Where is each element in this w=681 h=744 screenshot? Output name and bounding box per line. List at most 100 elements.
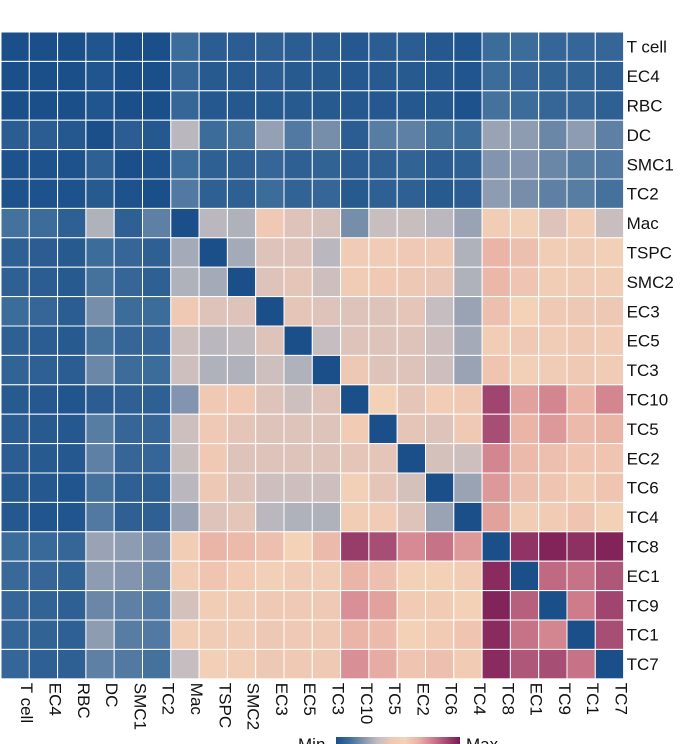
heatmap-cell bbox=[594, 296, 625, 327]
heatmap-cell bbox=[170, 413, 200, 445]
column-label: EC5 bbox=[300, 683, 319, 716]
heatmap-cell bbox=[340, 237, 370, 268]
heatmap-cell bbox=[113, 149, 143, 180]
heatmap-cell bbox=[481, 384, 511, 415]
heatmap-cell bbox=[453, 237, 483, 268]
heatmap-cell bbox=[28, 472, 59, 503]
heatmap-cell bbox=[396, 590, 427, 621]
heatmap-cell bbox=[0, 178, 30, 209]
heatmap-cell bbox=[113, 178, 143, 209]
heatmap-cell bbox=[311, 384, 342, 415]
heatmap-cell bbox=[198, 266, 228, 298]
row-label: TSPC bbox=[627, 244, 672, 263]
heatmap-cell bbox=[481, 178, 511, 209]
heatmap-cell bbox=[311, 237, 342, 268]
heatmap-cell bbox=[453, 560, 483, 592]
heatmap-cell bbox=[453, 60, 483, 92]
heatmap-cell bbox=[425, 413, 455, 445]
heatmap-cell bbox=[340, 149, 370, 180]
heatmap-cell bbox=[425, 384, 455, 415]
heatmap-cell bbox=[396, 207, 427, 239]
heatmap-cell bbox=[340, 384, 370, 415]
heatmap-cell bbox=[481, 413, 511, 445]
heatmap-cell bbox=[198, 90, 228, 121]
heatmap-cell bbox=[425, 354, 455, 386]
heatmap-cell bbox=[594, 237, 625, 268]
heatmap-cell bbox=[425, 60, 455, 92]
heatmap-cell bbox=[396, 619, 427, 650]
heatmap-cell bbox=[311, 90, 342, 121]
heatmap-cell bbox=[113, 31, 143, 62]
heatmap-cell bbox=[368, 149, 398, 180]
heatmap-cell bbox=[57, 90, 87, 121]
heatmap-cell bbox=[0, 560, 30, 592]
row-label: TC1 bbox=[627, 626, 659, 645]
column-label: T cell bbox=[17, 683, 36, 723]
heatmap-cell bbox=[170, 178, 200, 209]
heatmap-cell bbox=[170, 60, 200, 92]
heatmap-cell bbox=[85, 325, 115, 356]
heatmap-cell bbox=[425, 590, 455, 621]
heatmap-cell bbox=[481, 443, 511, 474]
heatmap-cell bbox=[198, 296, 228, 327]
heatmap-cell bbox=[255, 560, 285, 592]
heatmap-cell bbox=[566, 472, 596, 503]
heatmap-cell bbox=[0, 119, 30, 151]
heatmap-cell bbox=[566, 119, 596, 151]
heatmap-cell bbox=[0, 501, 30, 533]
heatmap-cell bbox=[509, 560, 540, 592]
heatmap-cell bbox=[481, 266, 511, 298]
heatmap-cell bbox=[170, 619, 200, 650]
heatmap-cell bbox=[113, 354, 143, 386]
heatmap-cell bbox=[28, 590, 59, 621]
column-label: TSPC bbox=[215, 683, 234, 728]
heatmap-cell bbox=[255, 178, 285, 209]
heatmap-cell bbox=[283, 590, 313, 621]
heatmap-cell bbox=[198, 31, 228, 62]
row-label: TC3 bbox=[627, 361, 659, 380]
heatmap-cell bbox=[453, 472, 483, 503]
heatmap-cell bbox=[142, 149, 172, 180]
heatmap-cell bbox=[198, 590, 228, 621]
heatmap-cell bbox=[311, 178, 342, 209]
heatmap-cell bbox=[453, 31, 483, 62]
heatmap-cell bbox=[425, 325, 455, 356]
row-label: EC1 bbox=[627, 567, 660, 586]
heatmap-cell bbox=[538, 472, 568, 503]
heatmap-cell bbox=[509, 178, 540, 209]
heatmap-cell bbox=[538, 90, 568, 121]
row-label: DC bbox=[627, 126, 652, 145]
column-label: TC6 bbox=[442, 683, 461, 715]
heatmap-cell bbox=[481, 149, 511, 180]
heatmap-cell bbox=[566, 443, 596, 474]
heatmap-cell bbox=[311, 648, 342, 680]
heatmap-cell bbox=[425, 31, 455, 62]
heatmap-cell bbox=[368, 413, 398, 445]
heatmap-cell bbox=[283, 384, 313, 415]
heatmap-cell bbox=[368, 90, 398, 121]
heatmap-cell bbox=[340, 178, 370, 209]
heatmap-cell bbox=[0, 472, 30, 503]
heatmap-cell bbox=[396, 60, 427, 92]
heatmap-cell bbox=[198, 413, 228, 445]
column-label: TC9 bbox=[555, 683, 574, 715]
heatmap-cell bbox=[28, 384, 59, 415]
heatmap-cell bbox=[255, 266, 285, 298]
heatmap-cell bbox=[509, 325, 540, 356]
heatmap-cell bbox=[170, 31, 200, 62]
heatmap-cell bbox=[425, 531, 455, 562]
heatmap-cell bbox=[283, 296, 313, 327]
heatmap-cell bbox=[340, 296, 370, 327]
heatmap-cell bbox=[566, 531, 596, 562]
heatmap-cell bbox=[0, 354, 30, 386]
heatmap-cell bbox=[57, 60, 87, 92]
heatmap-cell bbox=[198, 149, 228, 180]
heatmap-cell bbox=[340, 119, 370, 151]
heatmap-cell bbox=[481, 296, 511, 327]
row-labels: T cell EC4 RBC DC SMC1 TC2 Mac TSPC SMC2 EC3 EC5 TC… bbox=[627, 38, 674, 674]
heatmap-cell bbox=[340, 648, 370, 680]
heatmap-cell bbox=[170, 384, 200, 415]
heatmap-cell bbox=[566, 560, 596, 592]
heatmap-cell bbox=[481, 619, 511, 650]
heatmap-cell bbox=[538, 384, 568, 415]
